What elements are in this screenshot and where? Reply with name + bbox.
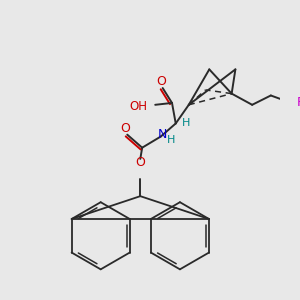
- Text: OH: OH: [130, 100, 148, 113]
- Text: N: N: [158, 128, 167, 141]
- Text: O: O: [135, 156, 145, 169]
- Text: O: O: [156, 75, 166, 88]
- Text: O: O: [121, 122, 130, 135]
- Text: H: H: [167, 135, 175, 145]
- Text: F: F: [297, 95, 300, 109]
- Text: H: H: [182, 118, 190, 128]
